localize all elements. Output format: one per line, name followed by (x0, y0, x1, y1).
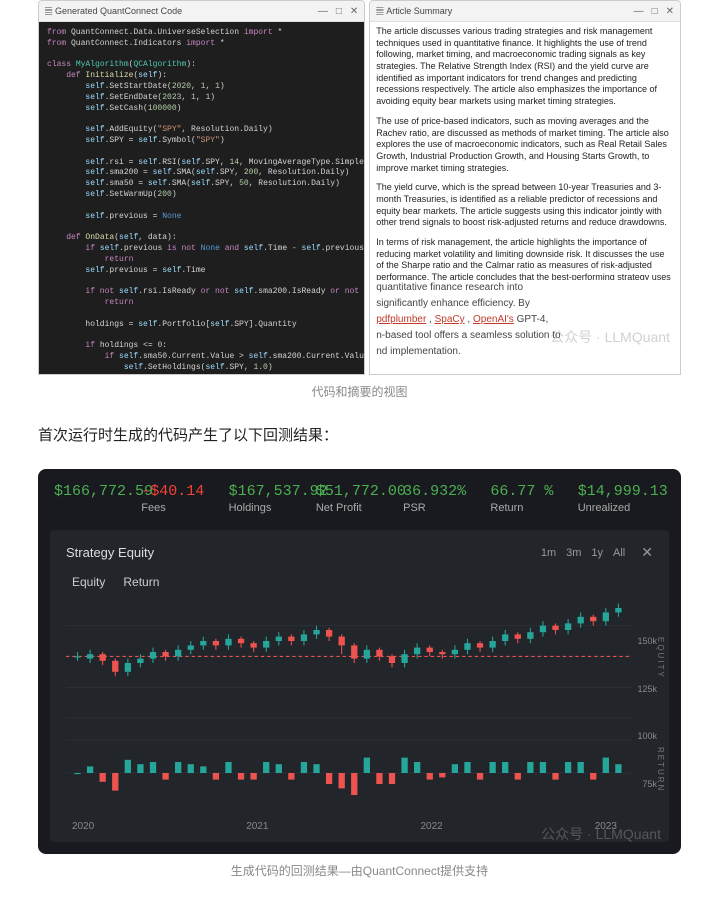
backtest-panel: $166,772.59 -$40.14 Fees$167,537.92 Hold… (38, 469, 681, 854)
tab-return[interactable]: Return (123, 575, 159, 589)
minimize-icon[interactable]: — (634, 6, 644, 17)
chart-area: Strategy Equity 1m3m1yAll✕ EquityReturn … (50, 530, 669, 842)
metric-label: Fees (141, 502, 228, 514)
range-1m[interactable]: 1m (541, 547, 556, 559)
summary-window-title: Article Summary (386, 6, 633, 16)
maximize-icon[interactable]: □ (652, 6, 658, 17)
metric-label: Return (490, 502, 577, 514)
caption-bottom: 生成代码的回测结果—由QuantConnect提供支持 (0, 862, 719, 879)
chart-canvas: 150k125k100k75k EQUITY RETURN (66, 597, 653, 817)
metric-value: 66.77 % (490, 483, 577, 500)
metric-label: PSR (403, 502, 490, 514)
range-All[interactable]: All (613, 547, 625, 559)
chart-tabs: Equity Return (66, 575, 653, 589)
summary-text: The article discusses various trading st… (370, 22, 680, 280)
code-titlebar: 𝄚 Generated QuantConnect Code — □ ✕ (39, 1, 364, 22)
chart-title: Strategy Equity (66, 545, 541, 560)
code-editor: from QuantConnect.Data.UniverseSelection… (39, 22, 364, 374)
close-icon[interactable]: ✕ (666, 6, 674, 17)
axis-title-return: RETURN (656, 747, 665, 792)
chart-close-icon[interactable]: ✕ (641, 544, 653, 561)
summary-footer: quantitative finance research intosignif… (370, 280, 680, 366)
maximize-icon[interactable]: □ (336, 6, 342, 17)
axis-title-equity: EQUITY (656, 637, 665, 679)
metric-value: $166,772.59 (54, 483, 141, 500)
range-3m[interactable]: 3m (566, 547, 581, 559)
metric-value: $14,999.13 (578, 483, 665, 500)
summary-window: 𝄚 Article Summary — □ ✕ The article disc… (369, 0, 681, 375)
range-buttons: 1m 3m 1y All ✕ (541, 544, 653, 561)
code-window-title: Generated QuantConnect Code (55, 6, 318, 16)
metric-label: Unrealized (578, 502, 665, 514)
mid-paragraph: 首次运行时生成的代码产生了以下回测结果： (0, 424, 719, 445)
tab-equity[interactable]: Equity (72, 575, 105, 589)
caption-top: 代码和摘要的视图 (0, 383, 719, 400)
metric-value: $167,537.92 (229, 483, 316, 500)
metrics-row: $166,772.59 -$40.14 Fees$167,537.92 Hold… (38, 469, 681, 518)
metric-value: -$40.14 (141, 483, 228, 500)
code-window: 𝄚 Generated QuantConnect Code — □ ✕ from… (38, 0, 365, 375)
metric-value: $51,772.00 (316, 483, 403, 500)
metric-value: 36.932% (403, 483, 490, 500)
summary-titlebar: 𝄚 Article Summary — □ ✕ (370, 1, 680, 22)
range-1y[interactable]: 1y (591, 547, 603, 559)
metric-label: Holdings (229, 502, 316, 514)
metric-label: Net Profit (316, 502, 403, 514)
minimize-icon[interactable]: — (318, 6, 328, 17)
close-icon[interactable]: ✕ (350, 6, 358, 17)
